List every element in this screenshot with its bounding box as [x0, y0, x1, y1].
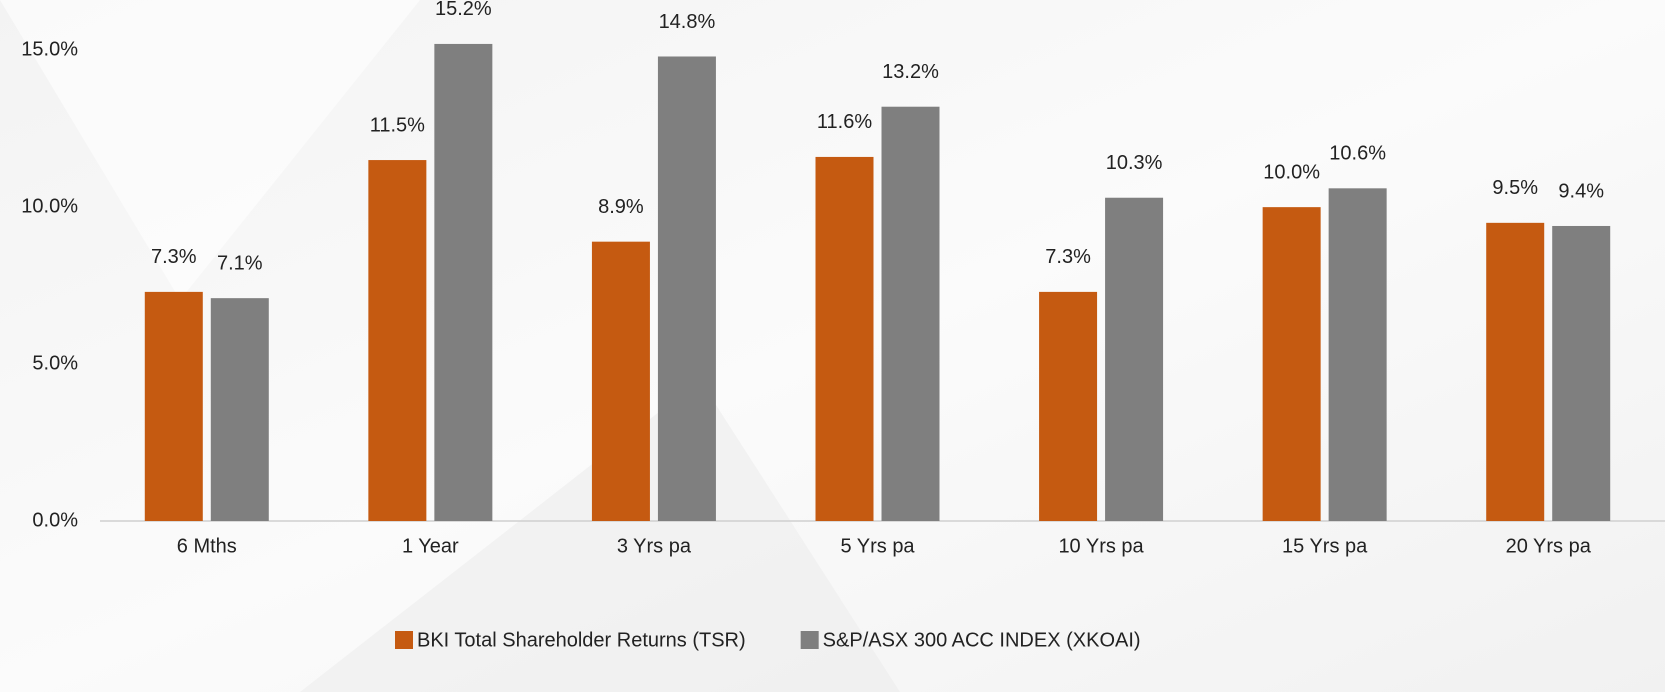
- value-label: 11.6%: [817, 111, 872, 133]
- value-label: 10.0%: [1263, 161, 1320, 183]
- bar: [1039, 291, 1098, 521]
- bar: [1552, 225, 1611, 522]
- x-tick-label: 10 Yrs pa: [1058, 535, 1144, 557]
- bar: [434, 43, 493, 521]
- legend-swatch: [395, 631, 413, 649]
- bar: [591, 241, 650, 521]
- y-tick-label: 5.0%: [32, 352, 78, 374]
- value-label: 9.5%: [1492, 177, 1538, 199]
- value-label: 15.2%: [435, 0, 492, 20]
- bar: [815, 156, 874, 521]
- bar: [144, 291, 203, 521]
- value-label: 7.3%: [151, 246, 197, 268]
- legend-label: S&P/ASX 300 ACC INDEX (XKOAI): [823, 629, 1141, 651]
- bar: [1105, 197, 1164, 521]
- y-tick-label: 15.0%: [21, 38, 78, 60]
- value-label: 13.2%: [882, 61, 939, 83]
- bar: [1486, 222, 1545, 522]
- value-label: 10.6%: [1329, 143, 1386, 165]
- bar: [1262, 207, 1321, 521]
- legend-swatch: [800, 631, 819, 649]
- value-label: 10.3%: [1106, 152, 1163, 174]
- value-label: 11.5%: [370, 114, 425, 136]
- value-label: 14.8%: [659, 11, 716, 33]
- bar: [657, 56, 716, 521]
- y-tick-label: 10.0%: [21, 195, 78, 217]
- y-tick-label: 0.0%: [32, 509, 78, 531]
- bar: [881, 106, 940, 521]
- bg-shape: [0, 0, 420, 300]
- x-tick-label: 20 Yrs pa: [1506, 535, 1592, 557]
- bar: [210, 298, 269, 521]
- value-label: 9.4%: [1558, 180, 1604, 202]
- x-tick-label: 15 Yrs pa: [1282, 535, 1368, 557]
- x-tick-label: 1 Year: [402, 535, 459, 557]
- value-label: 7.3%: [1045, 246, 1091, 268]
- bg-shape: [300, 380, 900, 692]
- bar: [368, 160, 427, 521]
- legend-label: BKI Total Shareholder Returns (TSR): [417, 629, 746, 651]
- x-tick-label: 5 Yrs pa: [840, 535, 915, 557]
- value-label: 7.1%: [217, 252, 263, 274]
- x-tick-label: 3 Yrs pa: [617, 535, 692, 557]
- bar: [1328, 188, 1387, 522]
- value-label: 8.9%: [598, 196, 644, 218]
- x-tick-label: 6 Mths: [177, 535, 237, 557]
